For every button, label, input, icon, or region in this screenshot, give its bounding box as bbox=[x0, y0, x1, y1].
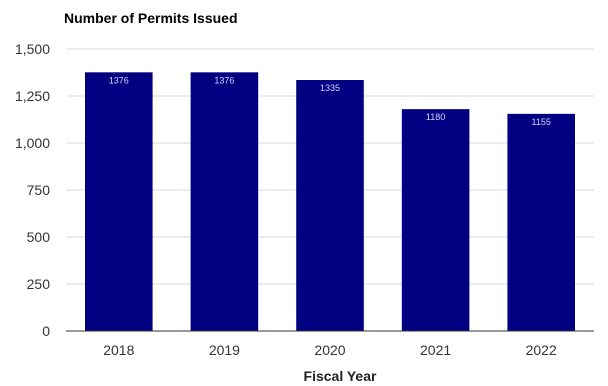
bar-2021 bbox=[401, 109, 470, 331]
x-tick-label: 2022 bbox=[526, 342, 557, 358]
x-tick-label: 2020 bbox=[314, 342, 345, 358]
bar-2018 bbox=[85, 72, 153, 331]
y-tick-label: 0 bbox=[42, 323, 50, 339]
bar-2022 bbox=[507, 113, 575, 331]
data-label-2018: 1376 bbox=[109, 75, 129, 85]
x-tick-label: 2018 bbox=[103, 342, 134, 358]
x-tick-label: 2021 bbox=[420, 342, 451, 358]
y-tick-label: 500 bbox=[27, 229, 51, 245]
y-tick-label: 1,250 bbox=[15, 88, 50, 104]
y-axis-tick-labels: 0 250 500 750 1,000 1,250 1,500 bbox=[15, 41, 50, 339]
x-axis-label: Fiscal Year bbox=[304, 368, 377, 384]
bars bbox=[85, 72, 575, 332]
data-label-2022: 1155 bbox=[532, 117, 551, 127]
data-label-2021: 1180 bbox=[426, 112, 445, 122]
x-axis-tick-labels: 2018 2019 2020 2021 2022 bbox=[103, 342, 557, 358]
bar-2020 bbox=[296, 80, 364, 332]
y-tick-label: 750 bbox=[27, 182, 51, 198]
data-label-2019: 1376 bbox=[214, 75, 234, 85]
bar-2019 bbox=[190, 72, 259, 331]
y-tick-label: 250 bbox=[27, 276, 51, 292]
data-label-2020: 1335 bbox=[320, 83, 340, 93]
x-tick-label: 2019 bbox=[209, 342, 240, 358]
y-tick-label: 1,000 bbox=[15, 135, 50, 151]
bar-data-labels: 1376 1376 1335 1180 1155 bbox=[109, 75, 551, 127]
y-tick-label: 1,500 bbox=[15, 41, 50, 57]
chart-title: Number of Permits Issued bbox=[64, 10, 238, 26]
